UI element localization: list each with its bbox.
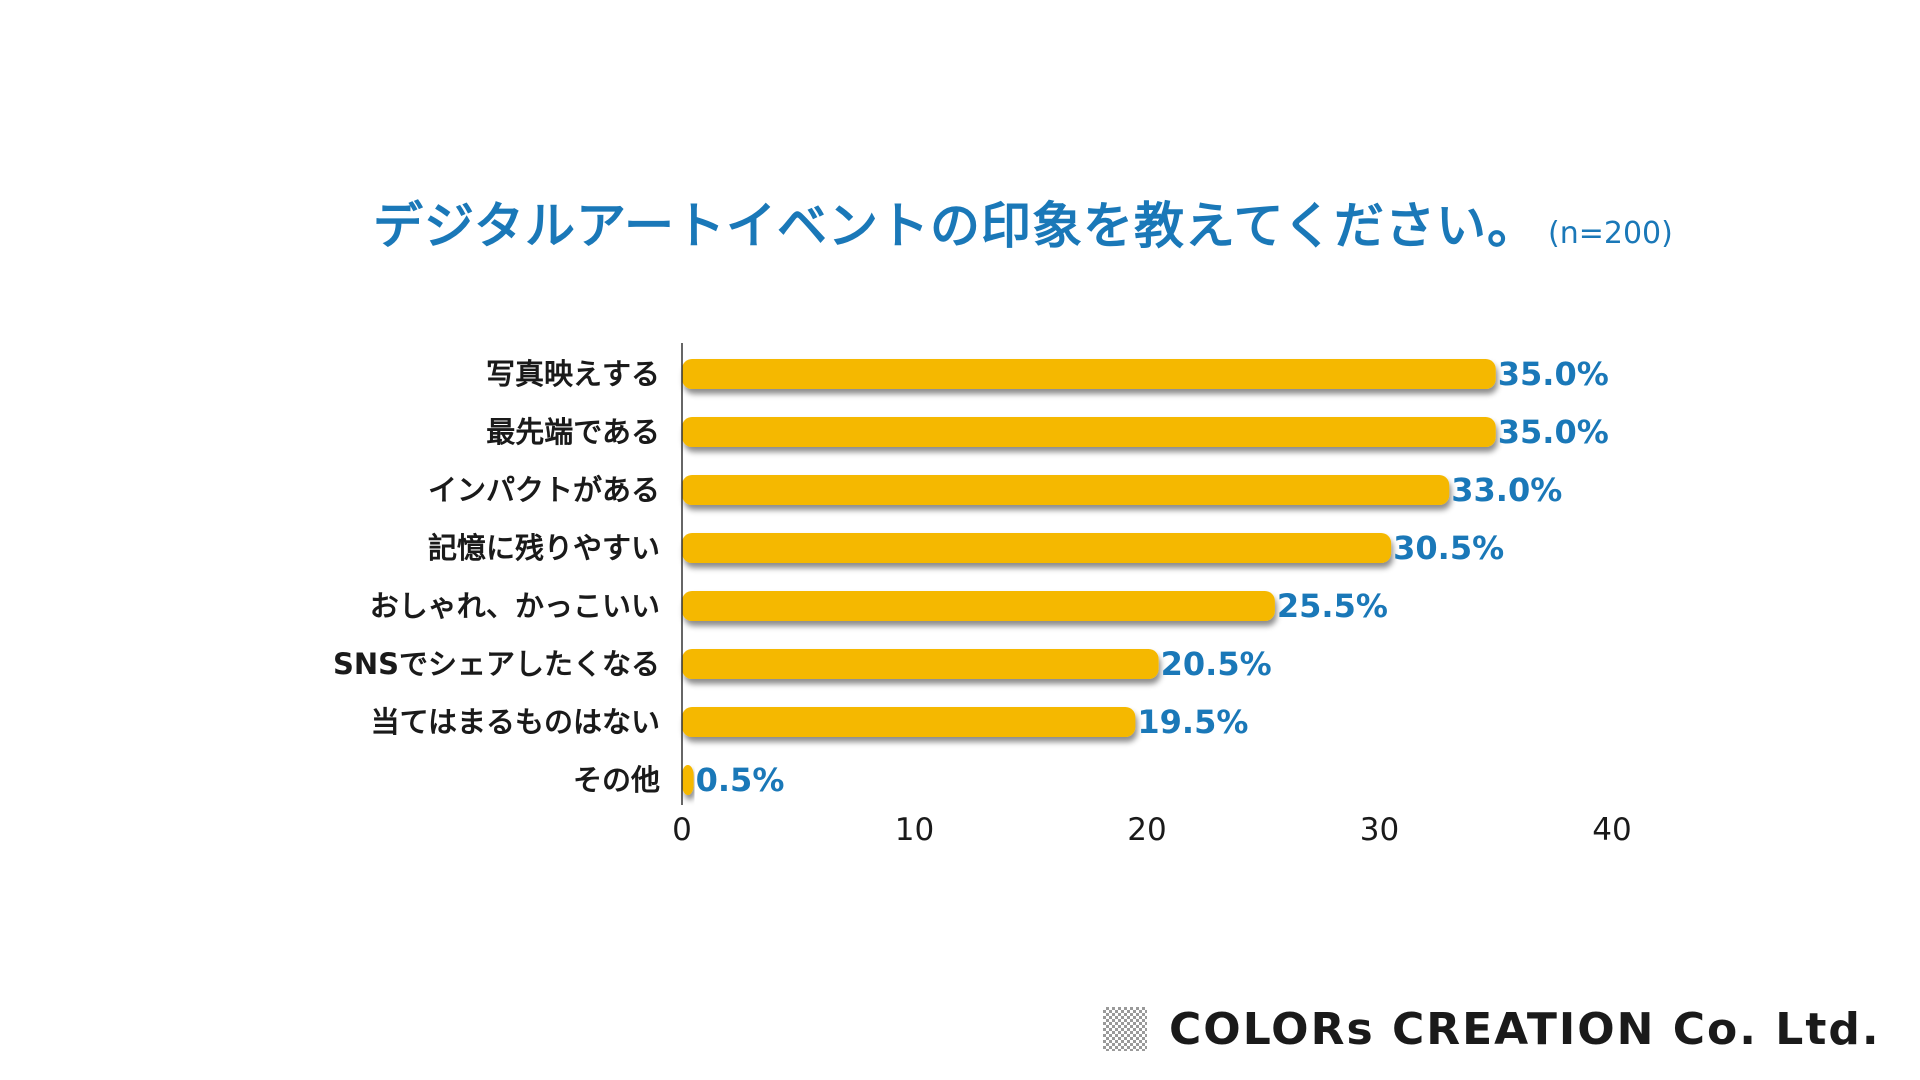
category-label: おしゃれ、かっこいい — [370, 589, 660, 623]
value-label: 30.5% — [1393, 529, 1504, 567]
category-label: SNSでシェアしたくなる — [333, 647, 660, 681]
value-label: 33.0% — [1451, 471, 1562, 509]
x-tick-label: 0 — [672, 812, 692, 848]
category-label: 写真映えする — [486, 357, 660, 391]
labels-group: 写真映えする 35.0% 最先端である 35.0% インパクトがある 33.0% 記憶に残り… — [333, 355, 1609, 799]
company-logo: COLORs CREATION Co. Ltd. — [1103, 1003, 1881, 1055]
x-tick-label: 40 — [1592, 812, 1631, 848]
value-label: 0.5% — [696, 761, 785, 799]
logo-text: COLORs CREATION Co. Ltd. — [1169, 1003, 1881, 1055]
bar — [682, 359, 1496, 389]
x-tick-label: 20 — [1127, 812, 1166, 848]
chart-title: デジタルアートイベントの印象を教えてください。 (n=200) — [373, 186, 1693, 258]
category-label: その他 — [573, 763, 660, 797]
bar — [682, 533, 1392, 563]
bar — [682, 649, 1159, 679]
value-label: 20.5% — [1161, 645, 1272, 683]
value-label: 35.0% — [1498, 413, 1609, 451]
bar — [682, 417, 1496, 447]
x-tick-label: 30 — [1360, 812, 1399, 848]
value-label: 25.5% — [1277, 587, 1388, 625]
category-label: インパクトがある — [428, 473, 660, 507]
category-label: 最先端である — [486, 415, 660, 449]
value-label: 35.0% — [1498, 355, 1609, 393]
bar — [682, 591, 1275, 621]
bar — [682, 475, 1450, 505]
category-label: 当てはまるものはない — [371, 705, 660, 739]
chart-title-text: デジタルアートイベントの印象を教えてください。 — [373, 197, 1538, 255]
x-axis-ticks: 0 10 20 30 40 — [672, 812, 1632, 848]
bars-group — [682, 359, 1496, 795]
bar — [682, 765, 694, 795]
x-tick-label: 10 — [895, 812, 934, 848]
logo-mark-icon — [1103, 1007, 1147, 1051]
value-label: 19.5% — [1137, 703, 1248, 741]
sample-size-label: (n=200) — [1548, 216, 1673, 251]
category-label: 記憶に残りやすい — [428, 531, 660, 565]
bar — [682, 707, 1136, 737]
